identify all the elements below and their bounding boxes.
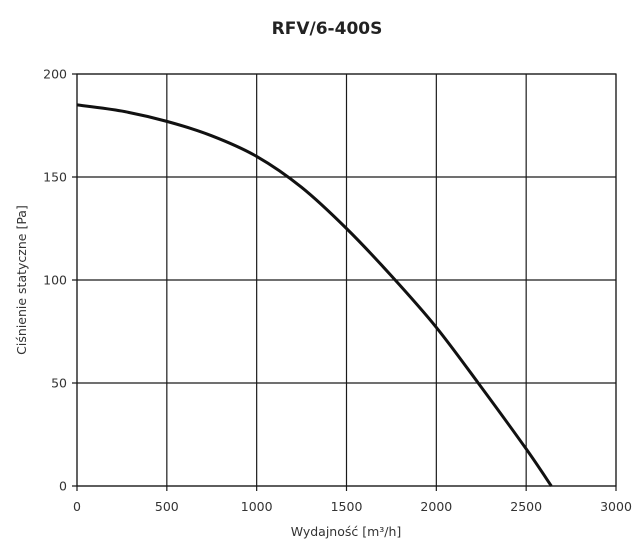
y-tick-label: 150 (43, 170, 67, 185)
fan-curve-line (76, 103, 553, 487)
plot-frame (76, 73, 617, 487)
x-tick-label: 0 (73, 499, 81, 514)
x-tick-label: 500 (155, 499, 179, 514)
y-tick-label: 50 (51, 376, 67, 391)
x-axis-label: Wydajność [m³/h] (291, 524, 402, 539)
x-tick-label: 2000 (420, 499, 452, 514)
chart-title: RFV/6-400S (272, 19, 383, 39)
y-tick-labels: 0 50 100 150 200 (43, 67, 67, 494)
y-axis-label: Ciśnienie statyczne [Pa] (14, 205, 29, 355)
x-tick-labels: 0 500 1000 1500 2000 2500 3000 (73, 499, 632, 514)
x-tick-label: 3000 (600, 499, 632, 514)
x-tick-label: 1000 (241, 499, 273, 514)
y-tick-label: 200 (43, 67, 67, 82)
y-tick-label: 100 (43, 273, 67, 288)
x-tick-label: 2500 (510, 499, 542, 514)
grid (72, 73, 617, 491)
y-tick-label: 0 (59, 479, 67, 494)
x-tick-label: 1500 (331, 499, 363, 514)
